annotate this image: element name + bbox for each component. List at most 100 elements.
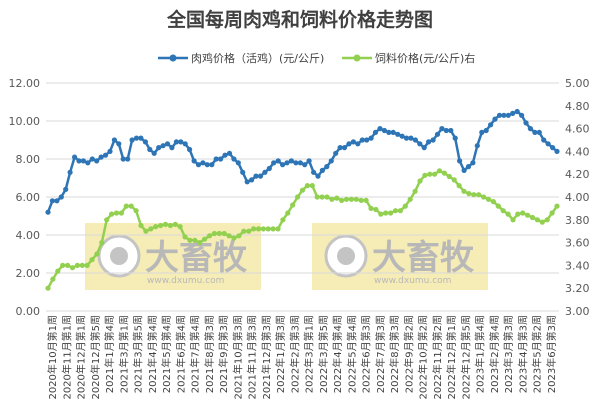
data-point — [129, 137, 135, 143]
data-point — [302, 162, 308, 168]
data-point — [177, 224, 183, 230]
x-axis-tick-label: 2022年1月第3周 — [274, 315, 287, 393]
data-point — [541, 137, 547, 143]
data-point — [319, 194, 325, 200]
x-axis-tick-label: 2020年10月第1周 — [46, 315, 59, 400]
data-point — [446, 173, 452, 180]
x-axis-tick-label: 2020年12月第5周 — [89, 315, 102, 400]
data-point — [265, 226, 271, 232]
data-point — [436, 168, 443, 174]
right-axis-tick-label: 3.80 — [565, 214, 590, 227]
right-axis-tick-label: 3.00 — [565, 305, 590, 318]
x-axis-tick-label: 2021年3月第1周 — [117, 315, 130, 393]
data-point — [519, 112, 525, 118]
data-point — [206, 233, 213, 239]
x-axis-tick-label: 2022年6月第3周 — [360, 315, 373, 393]
data-point — [94, 158, 100, 164]
x-axis-tick-label: 2020年11月第1周 — [60, 315, 73, 400]
data-point — [500, 208, 506, 214]
data-point — [102, 152, 109, 158]
data-point — [162, 221, 169, 227]
data-point — [520, 210, 526, 216]
watermark-url: www.dxumu.com — [147, 276, 224, 286]
data-point — [529, 214, 536, 221]
data-point — [76, 158, 82, 164]
data-point — [172, 221, 178, 227]
data-point — [60, 262, 66, 268]
data-point — [314, 194, 320, 200]
data-point — [160, 143, 166, 149]
left-axis-tick-label: 12.00 — [9, 77, 41, 90]
data-point — [539, 219, 545, 225]
data-point — [153, 224, 159, 230]
data-point — [492, 116, 498, 122]
data-point — [213, 156, 219, 162]
data-point — [412, 188, 418, 194]
data-point — [123, 203, 129, 209]
watermark-brand: 大畜牧 — [145, 238, 248, 278]
x-axis-tick-label: 2023年1月第4周 — [474, 315, 487, 393]
data-point — [280, 217, 286, 223]
data-point — [510, 217, 516, 223]
data-point — [532, 129, 538, 135]
data-point — [501, 112, 507, 118]
data-point — [133, 208, 139, 214]
x-axis-tick-label: 2021年5月第4周 — [160, 315, 173, 393]
data-point — [284, 160, 290, 166]
data-point — [536, 129, 542, 135]
x-axis-tick-label: 2022年11月第2周 — [431, 315, 444, 400]
data-point — [457, 158, 463, 164]
data-point — [167, 222, 173, 229]
data-point — [456, 183, 462, 189]
data-point — [441, 170, 447, 176]
data-point — [373, 206, 379, 213]
data-point — [280, 162, 286, 168]
data-point — [138, 135, 144, 141]
data-point — [427, 171, 433, 177]
data-point — [200, 160, 206, 166]
x-axis-tick-label: 2022年3月第1周 — [303, 315, 316, 393]
data-point — [236, 233, 242, 239]
data-point — [348, 196, 354, 202]
data-point — [304, 183, 310, 189]
right-axis-tick-label: 4.40 — [565, 145, 590, 158]
data-point — [266, 165, 272, 172]
data-point — [549, 210, 555, 216]
data-point — [343, 196, 350, 202]
data-point — [495, 203, 501, 209]
left-axis-tick-label: 4.00 — [16, 229, 41, 242]
data-point — [311, 169, 317, 175]
x-axis-tick-label: 2020年12月第1周 — [75, 315, 88, 400]
data-point — [534, 217, 541, 223]
x-axis-tick-label: 2022年10月第2周 — [417, 315, 430, 400]
data-point — [288, 158, 294, 164]
data-point — [89, 156, 95, 162]
data-point — [235, 160, 241, 166]
data-point — [241, 228, 247, 234]
data-point — [461, 167, 467, 173]
data-point — [329, 196, 335, 202]
data-point — [107, 148, 113, 154]
data-point — [350, 139, 356, 145]
right-axis-tick-label: 4.00 — [565, 191, 590, 204]
data-point — [182, 234, 188, 240]
data-point — [260, 226, 266, 232]
data-point — [397, 208, 403, 214]
series-2 — [45, 168, 560, 291]
data-point — [63, 186, 69, 192]
data-point — [364, 137, 370, 143]
data-point — [128, 203, 134, 209]
x-axis-tick-label: 2022年8月第3周 — [388, 315, 401, 393]
data-point — [246, 228, 252, 234]
data-point — [164, 141, 171, 147]
data-point — [275, 226, 281, 232]
data-point — [432, 171, 438, 177]
x-axis-tick-label: 2023年6月第3周 — [545, 315, 558, 393]
x-axis-tick-label: 2022年9月第2周 — [402, 315, 415, 393]
x-axis-tick-label: 2021年9月第3周 — [217, 315, 230, 393]
data-point — [510, 110, 516, 116]
data-point — [488, 122, 494, 128]
data-point — [490, 199, 496, 205]
